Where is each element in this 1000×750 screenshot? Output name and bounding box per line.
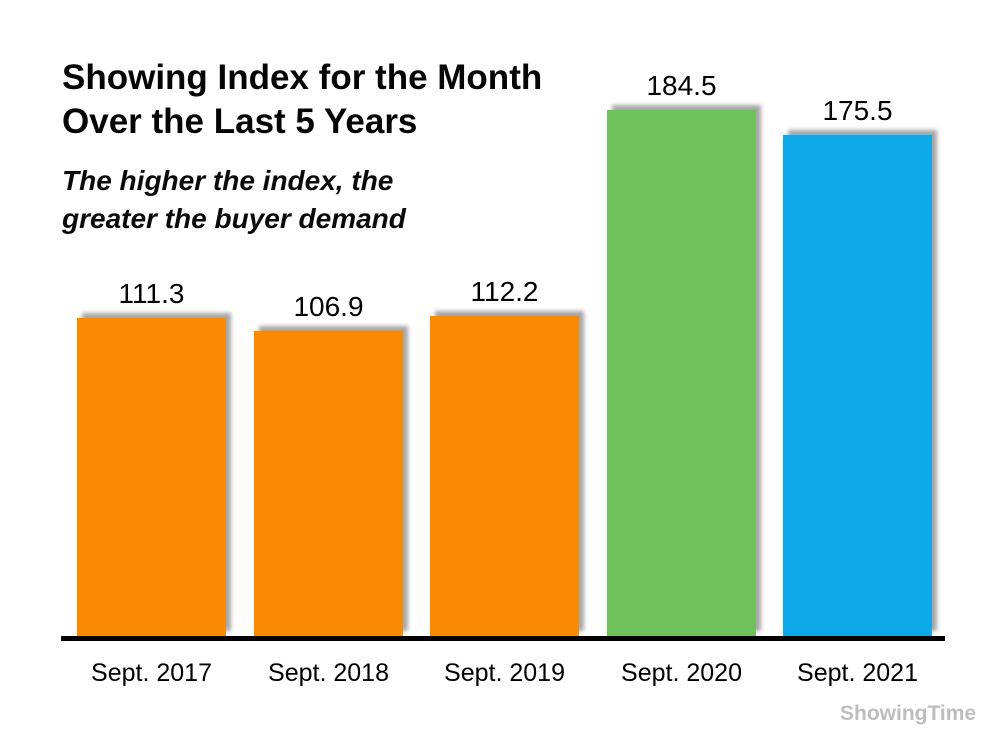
chart-subtitle: The higher the index, the greater the bu… <box>62 162 542 238</box>
x-axis-label-sept-2021: Sept. 2021 <box>797 659 918 687</box>
watermark-showingtime: ShowingTime <box>840 702 977 725</box>
x-axis-label-sept-2019: Sept. 2019 <box>444 659 565 687</box>
bar-value-label-sept-2019: 112.2 <box>470 275 539 307</box>
bar-sept-2020 <box>607 109 756 636</box>
x-axis-line <box>61 636 945 641</box>
x-axis-label-sept-2018: Sept. 2018 <box>268 659 389 687</box>
bar-sept-2019 <box>430 315 579 636</box>
bar-value-label-sept-2017: 111.3 <box>118 278 185 310</box>
subtitle-line-1: The higher the index, the <box>62 165 394 196</box>
title-block: Showing Index for the Month Over the Las… <box>62 56 542 238</box>
bar-value-label-sept-2021: 175.5 <box>822 95 893 127</box>
x-axis-label-sept-2020: Sept. 2020 <box>621 659 742 687</box>
bar-value-label-sept-2020: 184.5 <box>646 69 717 101</box>
bar-sept-2017 <box>77 318 226 636</box>
title-line-1: Showing Index for the Month <box>62 58 543 97</box>
bar-sept-2018 <box>254 331 403 636</box>
page-title: Showing Index for the Month Over the Las… <box>62 56 542 144</box>
title-line-2: Over the Last 5 Years <box>62 102 418 141</box>
subtitle-line-2: greater the buyer demand <box>62 203 406 234</box>
bar-value-label-sept-2018: 106.9 <box>293 291 364 322</box>
bar-sept-2021 <box>783 135 932 636</box>
x-axis-label-sept-2017: Sept. 2017 <box>91 659 212 687</box>
